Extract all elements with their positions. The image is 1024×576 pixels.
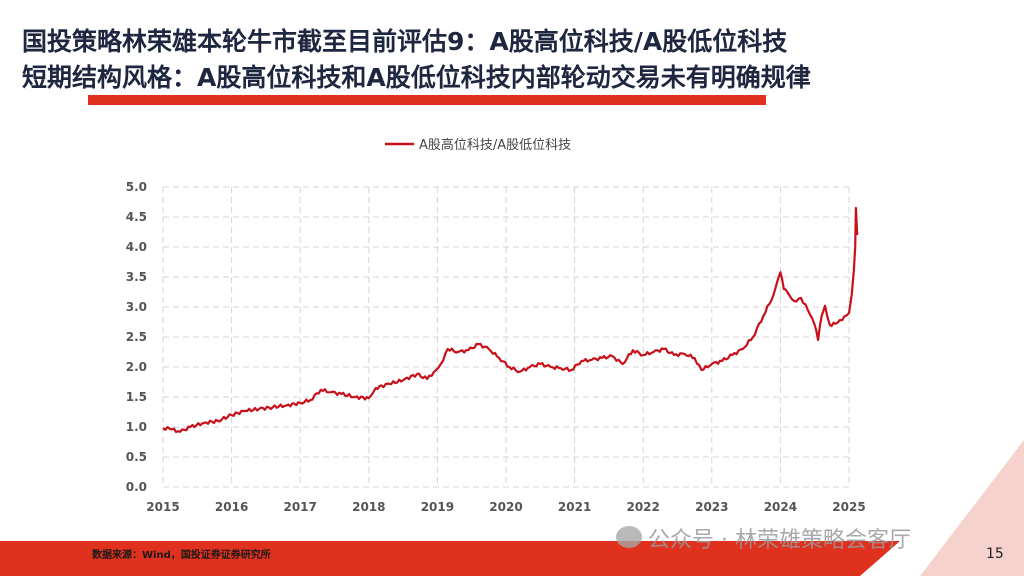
series-line [162,206,859,434]
x-tick-label: 2025 [832,500,865,514]
watermark-text: 公众号 · 林荣雄策略会客厅 [648,528,911,553]
x-tick-label: 2024 [764,500,797,514]
y-tick-label: 1.5 [126,390,147,404]
grid [162,186,850,488]
y-tick-label: 3.0 [126,300,147,314]
y-tick-label: 0.5 [126,450,147,464]
wechat-icon [616,526,642,548]
y-tick-label: 2.0 [126,360,147,374]
y-tick-label: 4.0 [126,240,147,254]
title-underline-bar [88,95,766,105]
x-tick-label: 2017 [283,500,316,514]
y-tick-label: 0.0 [126,480,147,494]
legend-label: A股高位科技/A股低位科技 [419,137,571,153]
x-tick-label: 2020 [489,500,522,514]
slide-title-line1: 国投策略林荣雄本轮牛市截至目前评估9：A股高位科技/A股低位科技 [22,27,788,56]
y-tick-label: 4.5 [126,210,147,224]
x-tick-label: 2021 [558,500,591,514]
page-number: 15 [986,546,1004,562]
x-tick-label: 2016 [215,500,248,514]
slide-title-line2: 短期结构风格：A股高位科技和A股低位科技内部轮动交易未有明确规律 [22,63,811,92]
x-tick-label: 2018 [352,500,385,514]
x-axis-ticks: 2015 2016 2017 2018 2019 2020 2021 2022 2023 2024… [146,500,865,514]
y-tick-label: 1.0 [126,420,147,434]
x-tick-label: 2023 [695,500,728,514]
y-tick-label: 5.0 [126,180,147,194]
legend: A股高位科技/A股低位科技 [385,137,571,153]
y-axis-ticks: 0.0 0.5 1.0 1.5 2.0 2.5 3.0 3.5 4.0 4.5 5.0 [126,180,147,494]
x-tick-label: 2022 [626,500,659,514]
x-tick-label: 2019 [421,500,454,514]
y-tick-label: 2.5 [126,330,147,344]
x-tick-label: 2015 [146,500,179,514]
y-tick-label: 3.5 [126,270,147,284]
data-source-note: 数据来源：Wind，国投证券证券研究所 [92,550,271,561]
